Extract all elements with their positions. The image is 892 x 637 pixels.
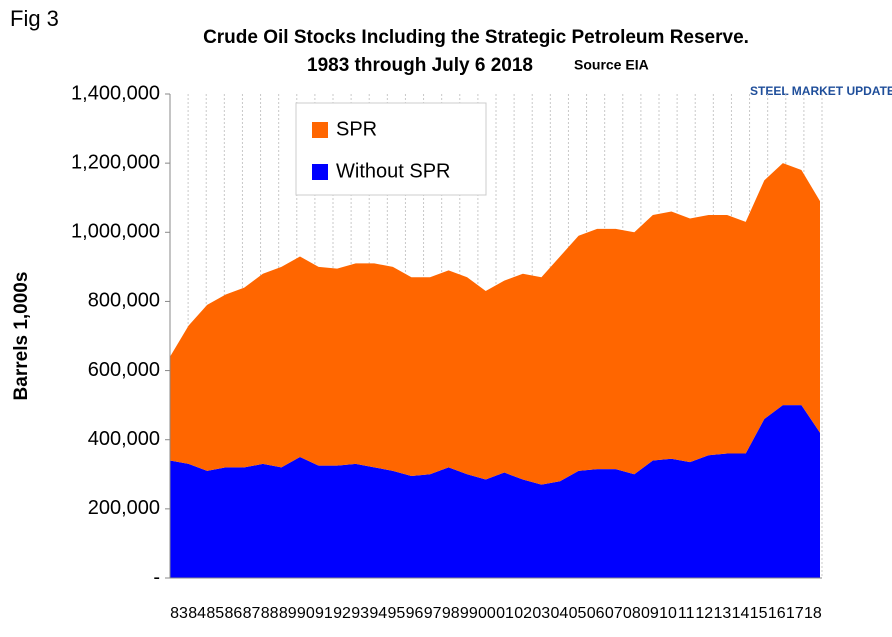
legend-label: Without SPR <box>336 160 450 182</box>
x-tick-label: 06 <box>587 605 605 622</box>
x-tick-label: 96 <box>406 605 424 622</box>
area <box>170 405 820 578</box>
y-tick-label: 1,000,000 <box>71 221 160 243</box>
x-tick-label: 98 <box>442 605 460 622</box>
x-tick-label: 08 <box>623 605 641 622</box>
x-tick-label: 88 <box>261 605 279 622</box>
x-tick-label: 18 <box>804 605 822 622</box>
x-tick-label: 85 <box>206 605 224 622</box>
x-tick-label: 90 <box>297 605 315 622</box>
x-tick-label: 17 <box>786 605 804 622</box>
x-tick-label: 09 <box>641 605 659 622</box>
logo: STEEL MARKET UPDATE <box>750 84 892 98</box>
x-tick-label: 11 <box>678 605 695 622</box>
x-tick-label: 13 <box>713 605 731 622</box>
y-tick-label: - <box>153 566 160 588</box>
x-tick-label: 94 <box>369 605 387 622</box>
legend-swatch <box>312 164 328 180</box>
x-tick-label: 89 <box>279 605 297 622</box>
chart-subtitle: 1983 through July 6 2018 <box>307 55 533 76</box>
x-tick-label: 84 <box>188 605 206 622</box>
area <box>170 163 820 485</box>
x-tick-label: 92 <box>333 605 351 622</box>
legend-swatch <box>312 122 328 138</box>
x-tick-label: 91 <box>315 605 333 622</box>
x-tick-label: 03 <box>532 605 550 622</box>
y-tick-label: 1,400,000 <box>71 82 160 104</box>
x-tick-label: 04 <box>550 605 568 622</box>
x-tick-label: 01 <box>496 605 514 622</box>
y-tick-label: 200,000 <box>88 497 160 519</box>
x-tick-label: 86 <box>224 605 242 622</box>
x-tick-label: 15 <box>750 605 768 622</box>
x-tick-label: 97 <box>424 605 442 622</box>
x-tick-label: 87 <box>243 605 261 622</box>
x-tick-label: 16 <box>768 605 786 622</box>
y-tick-label: 800,000 <box>88 290 160 312</box>
y-axis-label: Barrels 1,000s <box>11 272 32 401</box>
legend-label: SPR <box>336 118 377 140</box>
y-tick-label: 1,200,000 <box>71 151 160 173</box>
x-tick-label: 99 <box>460 605 478 622</box>
y-tick-label: 600,000 <box>88 359 160 381</box>
x-tick-label: 07 <box>605 605 623 622</box>
x-tick-label: 00 <box>478 605 496 622</box>
x-tick-label: 12 <box>695 605 713 622</box>
x-tick-label: 93 <box>351 605 369 622</box>
x-tick-label: 83 <box>170 605 188 622</box>
chart-title: Crude Oil Stocks Including the Strategic… <box>203 27 749 48</box>
source: Source EIA <box>574 57 649 73</box>
x-tick-label: 10 <box>659 605 677 622</box>
figure-label: Fig 3 <box>10 6 59 31</box>
x-tick-label: 95 <box>387 605 405 622</box>
x-tick-label: 05 <box>569 605 587 622</box>
y-tick-label: 400,000 <box>88 428 160 450</box>
x-tick-label: 02 <box>514 605 532 622</box>
x-tick-label: 14 <box>732 605 750 622</box>
legend: SPR Without SPR <box>295 102 487 196</box>
